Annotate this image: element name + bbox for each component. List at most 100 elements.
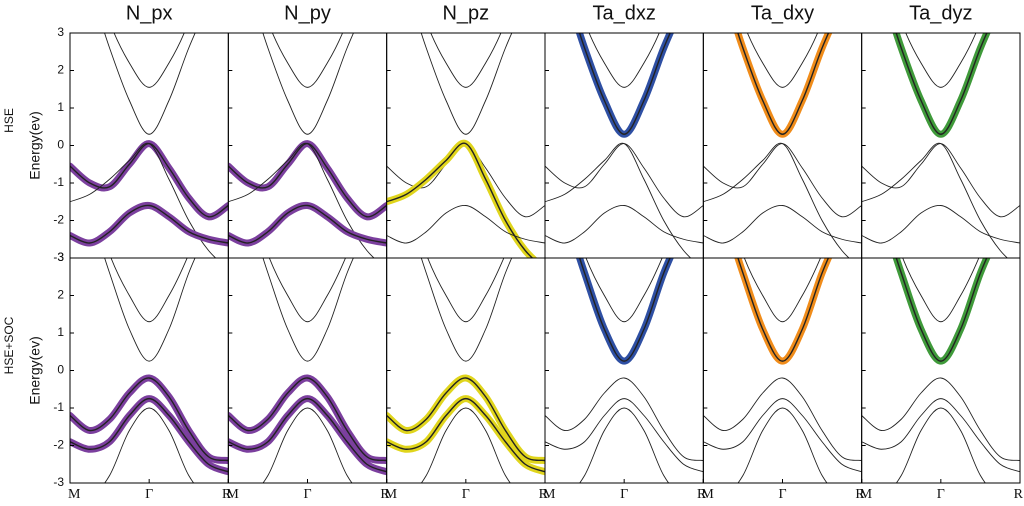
band-line xyxy=(104,258,196,362)
band-line xyxy=(420,407,511,483)
band-line xyxy=(386,142,534,258)
y-tick-label: -3 xyxy=(53,475,64,489)
panel xyxy=(703,258,862,483)
x-tick-label: M xyxy=(226,487,239,502)
band-line xyxy=(70,397,229,473)
column-title: Ta_dxz xyxy=(592,2,655,24)
row-label: HSE xyxy=(2,108,16,133)
y-axis-label: Energy(ev) xyxy=(27,111,43,179)
band-line xyxy=(262,33,354,135)
band-line xyxy=(861,142,1008,258)
band-line xyxy=(268,258,346,323)
x-tick-label: R xyxy=(380,487,390,502)
panel xyxy=(861,258,1021,483)
band-line xyxy=(262,258,354,362)
band-line xyxy=(545,205,704,244)
band-line xyxy=(588,33,660,88)
band-line xyxy=(430,33,502,88)
band-line xyxy=(905,33,977,88)
band-line xyxy=(585,258,663,323)
band-line xyxy=(703,377,862,461)
y-tick-label: 1 xyxy=(57,325,64,339)
panel xyxy=(228,258,387,483)
band-line xyxy=(427,258,505,323)
y-tick-label: 0 xyxy=(57,363,64,377)
x-tick-label: Γ xyxy=(620,487,628,502)
panel-frame xyxy=(702,32,863,259)
band-line xyxy=(743,258,821,323)
band-line xyxy=(113,33,185,88)
band-line xyxy=(703,142,850,258)
panel xyxy=(545,258,704,483)
band-line xyxy=(420,33,513,135)
band-line xyxy=(861,205,1021,244)
projected-band xyxy=(386,139,538,258)
band-line xyxy=(110,258,188,323)
band-line xyxy=(746,33,819,88)
band-line xyxy=(104,407,195,483)
x-tick-label: R xyxy=(697,487,707,502)
band-line xyxy=(895,33,988,135)
x-tick-label: Γ xyxy=(462,487,470,502)
x-tick-label: R xyxy=(539,487,549,502)
y-tick-label: 3 xyxy=(57,250,64,264)
panel xyxy=(545,33,704,258)
band-line xyxy=(70,204,229,244)
band-line xyxy=(861,398,1021,473)
x-tick-label: M xyxy=(860,487,873,502)
panel xyxy=(228,33,387,258)
y-axis-label: Energy(ev) xyxy=(27,336,43,404)
column-title: N_px xyxy=(126,2,173,24)
band-line xyxy=(228,204,387,244)
column-title: N_pz xyxy=(442,2,489,24)
band-line xyxy=(578,33,671,135)
panel xyxy=(861,33,1021,258)
panel xyxy=(70,33,229,258)
band-line xyxy=(895,258,988,362)
panel xyxy=(70,258,229,483)
y-tick-label: 1 xyxy=(57,100,64,114)
band-line xyxy=(895,407,986,483)
y-tick-label: -3 xyxy=(53,250,64,264)
y-tick-label: -2 xyxy=(53,213,64,227)
column-title: Ta_dxy xyxy=(751,2,814,24)
band-line xyxy=(703,398,862,473)
x-tick-label: M xyxy=(543,487,556,502)
column-title: N_py xyxy=(284,2,331,24)
band-line xyxy=(420,258,513,362)
band-line xyxy=(579,407,670,483)
x-tick-label: M xyxy=(385,487,398,502)
x-tick-label: Γ xyxy=(145,487,153,502)
band-line xyxy=(228,397,387,473)
y-tick-label: -2 xyxy=(53,438,64,452)
y-tick-label: 2 xyxy=(57,288,64,302)
column-title: Ta_dyz xyxy=(909,2,972,24)
band-line xyxy=(104,33,196,135)
y-tick-label: 2 xyxy=(57,63,64,77)
band-line xyxy=(861,377,1021,461)
x-tick-label: R xyxy=(1014,487,1024,502)
band-line xyxy=(545,142,692,258)
x-tick-label: R xyxy=(855,487,865,502)
projected-band xyxy=(575,258,674,365)
panel xyxy=(386,258,545,483)
projected-band xyxy=(734,258,833,365)
x-tick-label: R xyxy=(222,487,232,502)
panel xyxy=(703,33,862,258)
row-label: HSE+SOC xyxy=(2,316,16,374)
band-line xyxy=(271,33,344,88)
x-tick-label: M xyxy=(68,487,81,502)
band-line xyxy=(262,407,353,483)
x-tick-label: Γ xyxy=(778,487,786,502)
panel xyxy=(386,33,545,258)
y-tick-label: -1 xyxy=(53,175,64,189)
band-line xyxy=(386,397,545,473)
band-line xyxy=(70,142,217,258)
band-line xyxy=(386,377,545,462)
band-line xyxy=(737,33,830,135)
x-tick-label: M xyxy=(701,487,714,502)
x-tick-label: Γ xyxy=(937,487,945,502)
band-line xyxy=(386,205,545,244)
band-line xyxy=(545,398,704,473)
